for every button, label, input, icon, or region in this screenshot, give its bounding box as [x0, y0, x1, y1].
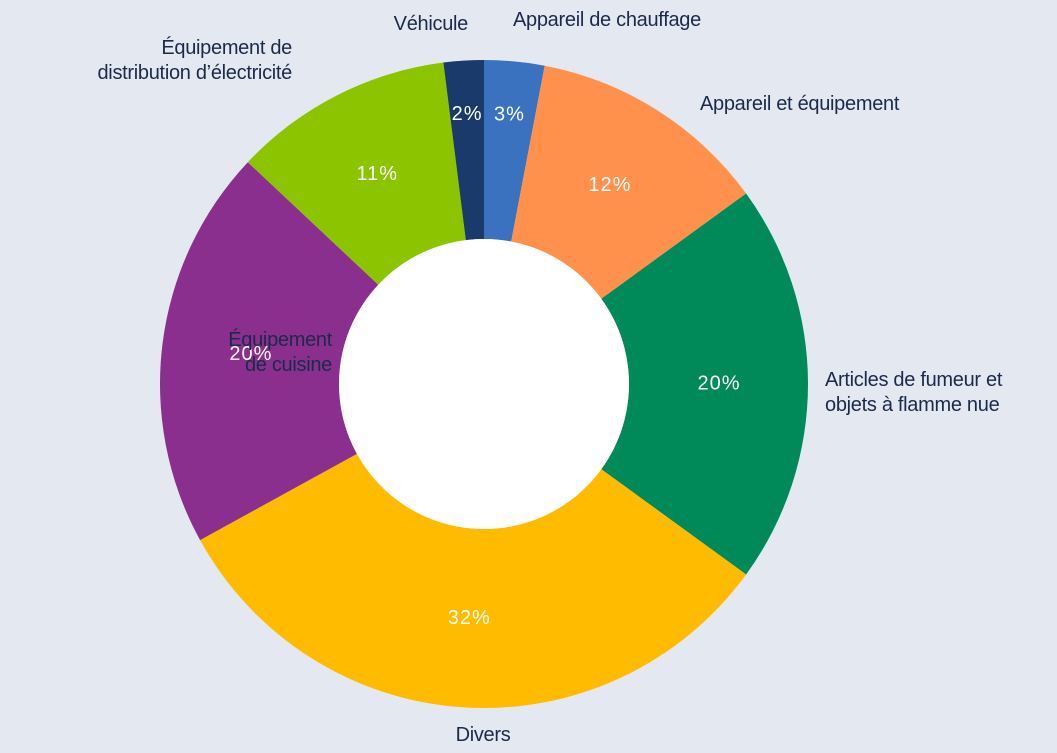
slice [511, 65, 747, 299]
slice [247, 62, 466, 285]
slice [484, 60, 545, 242]
value-label: 2% [452, 103, 483, 125]
value-label: 11% [357, 163, 399, 185]
slice [160, 162, 379, 541]
value-label: 20% [229, 343, 272, 365]
value-label: 12% [588, 174, 631, 196]
slice [200, 453, 747, 709]
slice [443, 60, 484, 241]
category-label: Équipement de distribution d’électricité [97, 37, 292, 84]
value-label: 3% [494, 103, 525, 125]
category-label: Divers [455, 724, 511, 746]
category-label: Équipement de cuisine [228, 329, 332, 376]
value-label: 32% [448, 607, 491, 629]
category-label: Véhicule [393, 13, 469, 35]
category-label: Appareil et équipement [700, 93, 900, 115]
category-label: Appareil de chauffage [513, 9, 701, 31]
category-label: Articles de fumeur et objets à flamme nu… [825, 369, 1003, 416]
slice [601, 193, 809, 575]
value-label: 20% [697, 372, 740, 394]
donut-hole [339, 239, 629, 529]
